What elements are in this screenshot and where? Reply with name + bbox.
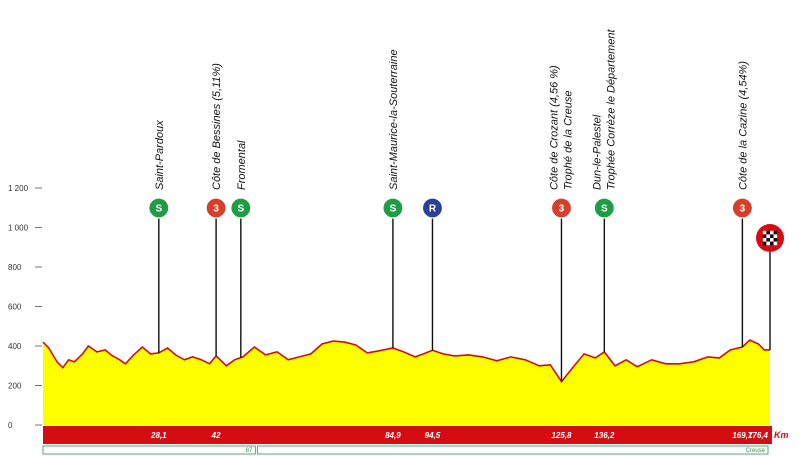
waypoint-badge-label: 3	[213, 204, 219, 215]
elevation-line	[42, 339, 770, 383]
waypoint-label: Côte de Crozant (4,56 %)	[548, 65, 560, 190]
y-tick-label: 0	[8, 421, 13, 430]
finish-flag-square	[773, 234, 778, 238]
finish-flag-square	[762, 238, 767, 242]
waypoint-badge-label: R	[429, 204, 437, 215]
waypoint-label: Côte de la Cazine (4,54%)	[737, 61, 749, 190]
region-label: Creuse	[746, 448, 766, 454]
finish-flag-square	[770, 241, 774, 246]
y-tick-label: 400	[8, 342, 22, 351]
finish-flag-square	[773, 230, 778, 235]
region-bands: 87 Creuse	[42, 445, 769, 455]
waypoint-badge-label: S	[601, 204, 608, 215]
waypoint-badge-label: S	[390, 204, 397, 215]
waypoint-badge	[230, 197, 252, 219]
waypoints: S Saint-Pardoux 3 Côte de Bessines (5,11%) S…	[148, 28, 784, 382]
waypoint-label: Côte de Bessines (5,11%)	[211, 63, 223, 190]
waypoint-badge-label: S	[237, 204, 244, 215]
finish-flag-square	[766, 238, 770, 242]
finish-flag-square	[762, 230, 767, 235]
y-tick-label: 600	[8, 303, 22, 312]
km-unit-label: Km	[774, 430, 789, 440]
y-tick-label: 800	[8, 263, 22, 272]
km-marker-label: 169,7	[732, 431, 753, 440]
km-marker-label: 136,2	[594, 431, 615, 440]
waypoint-badge	[550, 197, 573, 219]
waypoint-badge	[593, 197, 615, 219]
waypoint-badge-label: 3	[740, 204, 746, 215]
waypoint-label: Trophée Corrèze le Département	[605, 28, 617, 190]
region-label: 87	[246, 448, 253, 454]
finish-flag-square	[770, 230, 774, 235]
km-marker-label: 94,5	[425, 431, 441, 440]
y-tick-label: 1 200	[8, 184, 29, 193]
km-marker-label: 125,8	[551, 431, 572, 440]
km-marker-label: 176,4	[748, 431, 769, 440]
waypoint-badge-label: 3	[559, 204, 565, 215]
waypoint-label: Saint-Pardoux	[154, 120, 166, 190]
waypoint-badge	[731, 197, 753, 219]
region-band	[256, 445, 769, 455]
finish-flag-square	[766, 241, 770, 246]
y-axis: 0 200 400 600 800 1 000 1 200	[8, 184, 42, 430]
finish-flag-square	[773, 241, 778, 246]
elevation-area	[43, 340, 770, 425]
waypoint-badge	[382, 197, 404, 219]
waypoint-label: Fromental	[236, 140, 248, 190]
waypoint-label: Trophé de la Creuse	[562, 91, 574, 190]
y-tick-label: 200	[8, 382, 22, 391]
finish-flag-square	[773, 238, 778, 242]
y-tick-label: 1 000	[8, 224, 29, 233]
waypoint-badge-label: S	[155, 204, 162, 215]
waypoint-label: Dun-le-Palestel	[591, 114, 603, 190]
finish-flag-square	[762, 241, 767, 246]
finish-flag-square	[770, 234, 774, 238]
finish-flag-square	[762, 234, 767, 238]
finish-flag-square	[766, 230, 770, 235]
region-band	[42, 445, 256, 455]
km-marker-label: 42	[211, 431, 221, 440]
km-marker-label: 28,1	[150, 431, 167, 440]
km-bar	[43, 426, 772, 444]
waypoint-label: Saint-Maurice-la-Souterraine	[388, 49, 400, 190]
waypoint-badge	[205, 197, 227, 219]
finish-flag-square	[766, 234, 770, 238]
waypoint-badge	[421, 197, 444, 219]
km-marker-label: 84,9	[385, 431, 401, 440]
waypoint-badge	[148, 197, 170, 219]
finish-flag-square	[770, 238, 774, 242]
